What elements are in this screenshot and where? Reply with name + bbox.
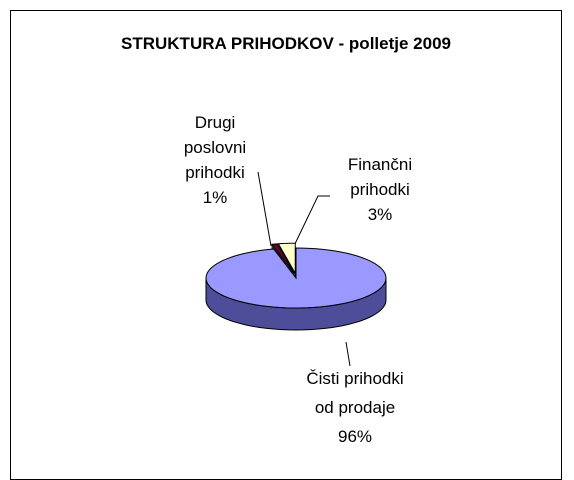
slice-label: Čisti prihodki od prodaje 96%: [300, 364, 410, 451]
slice: [277, 242, 296, 276]
category-label: Drugi poslovni prihodki: [183, 113, 247, 182]
category-label: Finančni prihodki: [347, 155, 413, 199]
slice-label: Drugi poslovni prihodki 1%: [165, 110, 265, 210]
chart-title: STRUKTURA PRIHODKOV - polletje 2009: [121, 34, 451, 53]
category-label: Čisti prihodki od prodaje: [306, 369, 404, 417]
leader-line: [292, 195, 330, 249]
value-label: 3%: [367, 205, 393, 224]
leader-line: [257, 171, 272, 247]
slice-label: Finančni prihodki 3%: [330, 152, 430, 227]
leader-line: [345, 341, 351, 367]
slice: [270, 243, 295, 274]
value-label: 96%: [337, 427, 373, 446]
value-label: 1%: [202, 188, 228, 207]
slice: [205, 247, 387, 309]
